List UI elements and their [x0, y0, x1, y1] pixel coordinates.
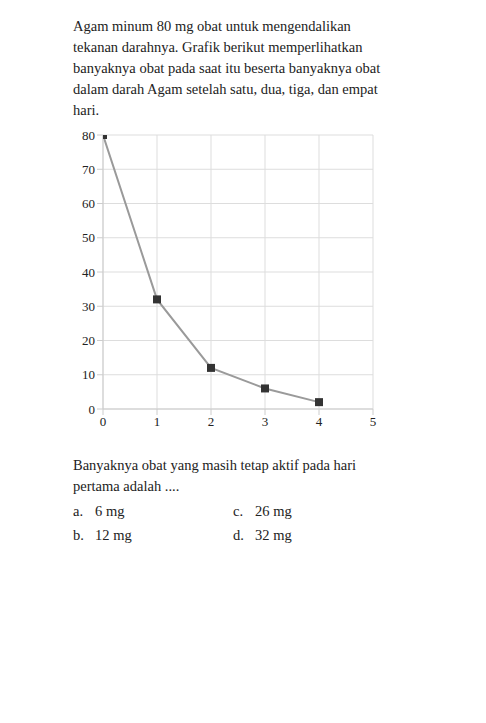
html-text:6 mg: 6 mg	[95, 503, 125, 519]
svg-text:5: 5	[370, 414, 377, 429]
svg-text:2: 2	[208, 414, 215, 429]
html-text:26 mg: 26 mg	[255, 503, 292, 519]
svg-text:50: 50	[82, 230, 95, 245]
html-text:b.: b.	[73, 527, 84, 543]
html-text:Agam minum 80 mg obat untuk me: Agam minum 80 mg obat untuk mengendalika…	[73, 18, 381, 118]
svg-text:0: 0	[100, 414, 107, 429]
svg-text:60: 60	[82, 196, 95, 211]
svg-text:1: 1	[154, 414, 161, 429]
svg-text:40: 40	[82, 265, 95, 280]
html-text:a.: a.	[73, 503, 84, 519]
svg-text:30: 30	[82, 299, 95, 314]
html-text:d.: d.	[233, 527, 244, 543]
svg-text:0: 0	[89, 402, 96, 417]
svg-text:4: 4	[316, 414, 323, 429]
html-text:c.: c.	[233, 503, 244, 519]
svg-text:10: 10	[82, 367, 95, 382]
svg-text:3: 3	[262, 414, 269, 429]
svg-text:70: 70	[82, 162, 95, 177]
svg-text:20: 20	[82, 333, 95, 348]
html-text:12 mg: 12 mg	[95, 527, 132, 543]
html-text:Banyaknya obat yang masih teta: Banyaknya obat yang masih tetap aktif pa…	[73, 457, 357, 494]
svg-text:80: 80	[82, 128, 95, 143]
html-text:32 mg: 32 mg	[255, 527, 292, 543]
